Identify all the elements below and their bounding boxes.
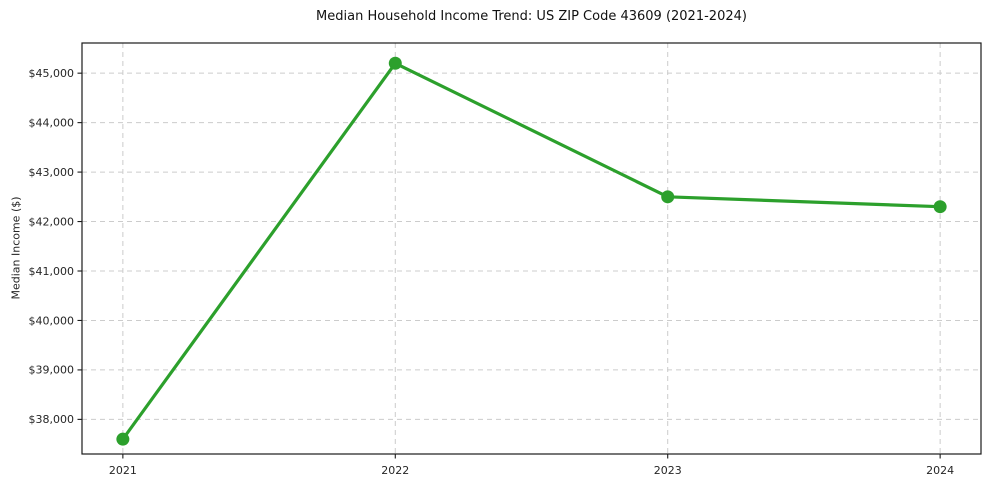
data-point-2022: [388, 56, 402, 70]
trend-line: [121, 61, 942, 441]
plot-border: [81, 42, 982, 455]
data-point-2021: [116, 432, 130, 446]
data-point-2023: [661, 190, 675, 204]
y-tick-label: $45,000: [29, 67, 75, 80]
x-tick-label: 2024: [926, 464, 954, 477]
y-tick-label: $40,000: [29, 314, 75, 327]
y-tick-label: $38,000: [29, 413, 75, 426]
y-tick-label: $43,000: [29, 166, 75, 179]
x-tick-label: 2021: [109, 464, 137, 477]
y-tick-label: $41,000: [29, 265, 75, 278]
data-point-2024: [933, 200, 947, 214]
x-tick-label: 2023: [654, 464, 682, 477]
y-tick-label: $42,000: [29, 215, 75, 228]
x-tick-label: 2022: [381, 464, 409, 477]
y-tick-label: $44,000: [29, 116, 75, 129]
y-tick-label: $39,000: [29, 364, 75, 377]
chart-title: Median Household Income Trend: US ZIP Co…: [316, 9, 747, 24]
